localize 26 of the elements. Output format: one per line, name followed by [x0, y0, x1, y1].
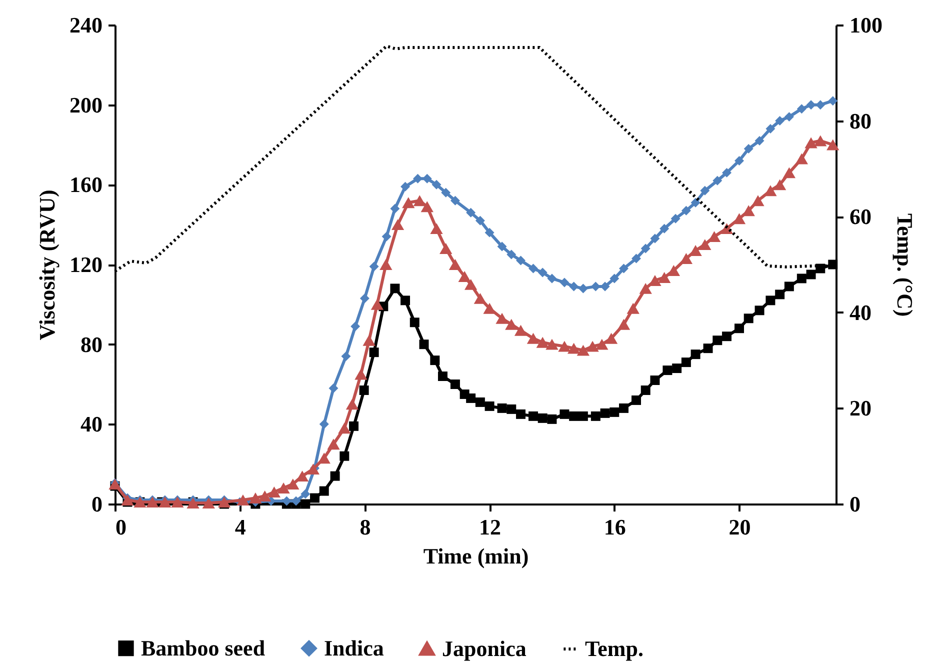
x-tick-label: 8: [360, 514, 371, 540]
x-tick-label: 0: [116, 514, 126, 540]
y2-tick-label: 0: [850, 492, 860, 516]
x-axis-title: Time (min): [423, 544, 529, 568]
y2-tick-label: 100: [850, 12, 882, 38]
y2-axis-title: Temp. (°C): [892, 213, 918, 317]
x-tick-label: 16: [604, 514, 626, 540]
y-tick-label: 80: [80, 332, 102, 357]
y2-tick-label: 40: [850, 300, 872, 325]
legend-label: Indica: [324, 635, 384, 660]
y-tick-label: 160: [70, 172, 102, 198]
y-tick-label: 40: [80, 412, 102, 437]
legend-label: Bamboo seed: [141, 635, 266, 660]
legend-label: Japonica: [442, 636, 526, 661]
y-tick-label: 240: [70, 12, 102, 38]
legend-label: Temp.: [585, 636, 644, 661]
y-tick-label: 200: [70, 92, 102, 118]
y-axis-title: Viscosity (RVU): [34, 190, 60, 340]
y-tick-label: 0: [92, 492, 102, 516]
y-tick-label: 120: [70, 252, 102, 277]
x-tick-label: 4: [234, 514, 246, 540]
x-tick-label: 12: [479, 514, 502, 540]
y2-tick-label: 60: [850, 204, 872, 230]
x-tick-label: 20: [728, 514, 751, 540]
y2-tick-label: 80: [850, 108, 872, 134]
y2-tick-label: 20: [850, 396, 872, 421]
